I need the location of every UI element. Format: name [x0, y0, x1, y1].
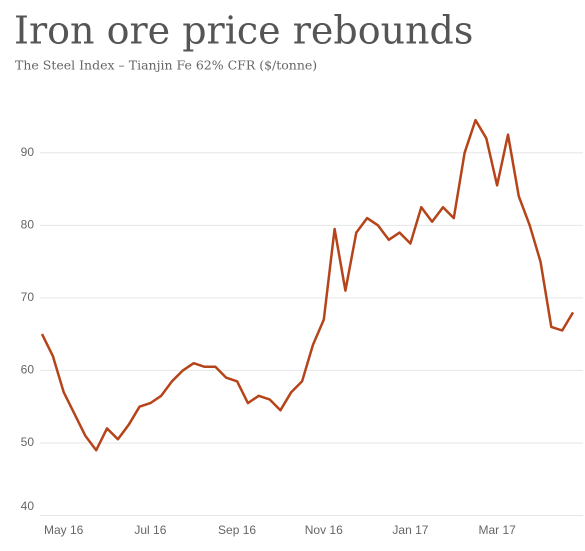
x-tick-label: Jul 16 — [134, 523, 166, 537]
y-tick-label: 70 — [21, 290, 35, 304]
y-tick-label: 60 — [21, 363, 35, 377]
chart-subtitle: The Steel Index – Tianjin Fe 62% CFR ($/… — [15, 58, 317, 73]
y-tick-label: 90 — [21, 145, 35, 159]
y-tick-label: 40 — [21, 499, 35, 513]
x-tick-label: Jan 17 — [392, 523, 428, 537]
price-line — [40, 118, 575, 452]
chart-title: Iron ore price rebounds — [14, 9, 473, 53]
x-tick-label: Sep 16 — [218, 523, 256, 537]
x-tick-label: May 16 — [44, 523, 84, 537]
y-tick-label: 50 — [21, 435, 35, 449]
x-tick-label: Mar 17 — [478, 523, 516, 537]
x-tick-label: Nov 16 — [305, 523, 343, 537]
y-tick-label: 80 — [21, 217, 35, 231]
